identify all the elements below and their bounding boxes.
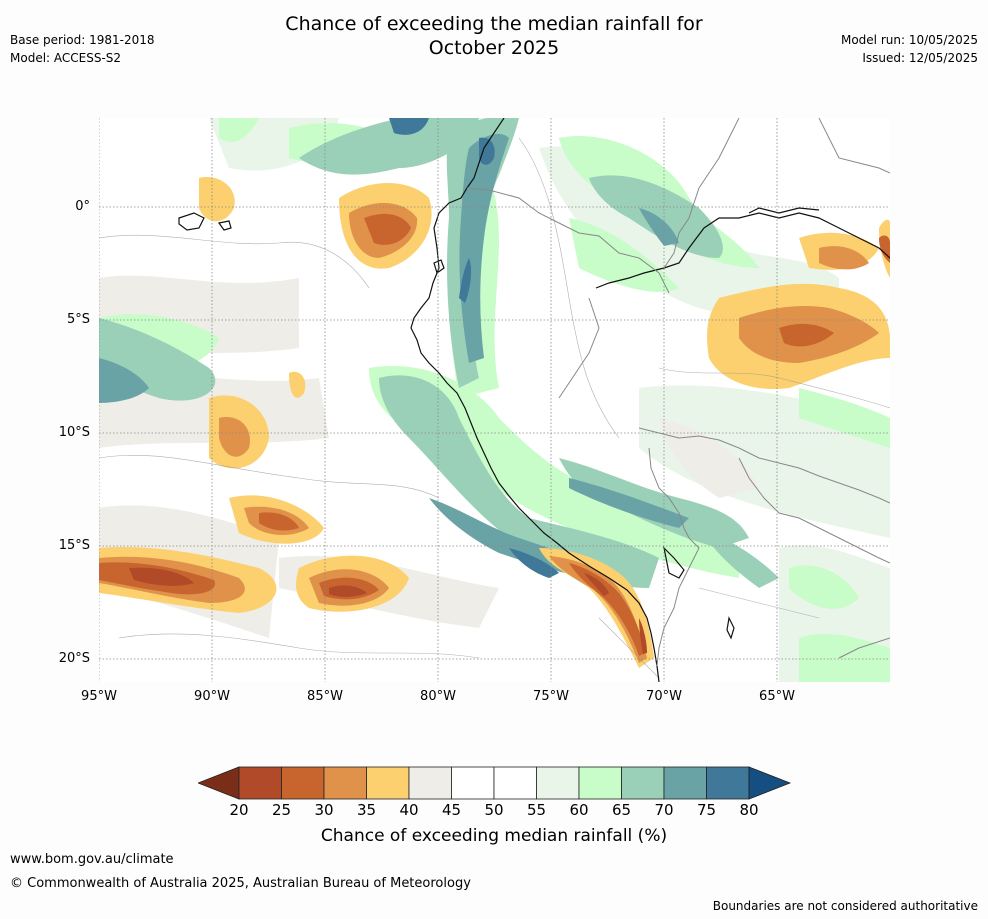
meta-left: Base period: 1981-2018 Model: ACCESS-S2 [10, 31, 155, 67]
colorbar-tick-label: 35 [356, 801, 377, 819]
title-line-2: October 2025 [428, 37, 560, 59]
colorbar-segment [281, 766, 325, 800]
gridlines [99, 118, 890, 682]
colorbar-segment [536, 766, 580, 800]
colorbar-segment [621, 766, 665, 800]
lat-label-20s: 20°S [58, 651, 90, 666]
colorbar [198, 766, 792, 800]
model-run: Model run: 10/05/2025 [840, 33, 978, 47]
lon-label-65w: 65°W [759, 689, 795, 704]
colorbar-segment [663, 766, 707, 800]
colorbar-segment [451, 766, 495, 800]
lat-label-15s: 15°S [58, 538, 90, 553]
colorbar-tick-label: 65 [611, 801, 632, 819]
colorbar-segment [578, 766, 622, 800]
colorbar-tick-label: 30 [314, 801, 334, 819]
title-line-1: Chance of exceeding the median rainfall … [285, 13, 703, 35]
copyright: © Commonwealth of Australia 2025, Austra… [10, 876, 471, 891]
colorbar-tick-label: 75 [696, 801, 717, 819]
map-title: Chance of exceeding the median rainfall … [0, 12, 988, 60]
colorbar-tick-label: 70 [654, 801, 674, 819]
colorbar-segment [408, 766, 452, 800]
lon-label-90w: 90°W [194, 689, 230, 704]
colorbar-segment [238, 766, 282, 800]
lon-label-80w: 80°W [420, 689, 456, 704]
colorbar-tick-label: 60 [569, 801, 589, 819]
colorbar-tick-label: 40 [399, 801, 419, 819]
colorbar-label: Chance of exceeding median rainfall (%) [320, 826, 668, 846]
colorbar-segment [366, 766, 410, 800]
colorbar-tick-label: 45 [441, 801, 462, 819]
colorbar-extend-high [748, 766, 792, 800]
lat-label-0: 0° [75, 199, 90, 214]
disclaimer: Boundaries are not considered authoritat… [712, 899, 978, 913]
lat-label-5s: 5°S [66, 312, 90, 327]
lon-label-75w: 75°W [533, 689, 569, 704]
meta-right: Model run: 10/05/2025 Issued: 12/05/2025 [841, 31, 978, 67]
coastline [178, 118, 890, 682]
lon-label-95w: 95°W [81, 689, 117, 704]
lon-label-85w: 85°W [307, 689, 343, 704]
base-period: Base period: 1981-2018 [10, 33, 155, 47]
colorbar-segment [706, 766, 750, 800]
colorbar-extend-low [198, 766, 240, 800]
colorbar-tick-label: 25 [271, 801, 292, 819]
colorbar-segment [493, 766, 537, 800]
lat-label-10s: 10°S [58, 425, 90, 440]
colorbar-tick-label: 80 [739, 801, 759, 819]
colorbar-tick-label: 50 [484, 801, 504, 819]
country-borders [466, 118, 890, 667]
lon-label-70w: 70°W [646, 689, 682, 704]
colorbar-segment [323, 766, 367, 800]
footer-url: www.bom.gov.au/climate [10, 852, 174, 867]
rainfall-map [99, 118, 890, 682]
model-name: Model: ACCESS-S2 [10, 51, 122, 65]
colorbar-tick-label: 20 [229, 801, 249, 819]
colorbar-tick-label: 55 [526, 801, 547, 819]
issued-date: Issued: 12/05/2025 [862, 51, 978, 65]
rainfall-shading [99, 118, 890, 682]
